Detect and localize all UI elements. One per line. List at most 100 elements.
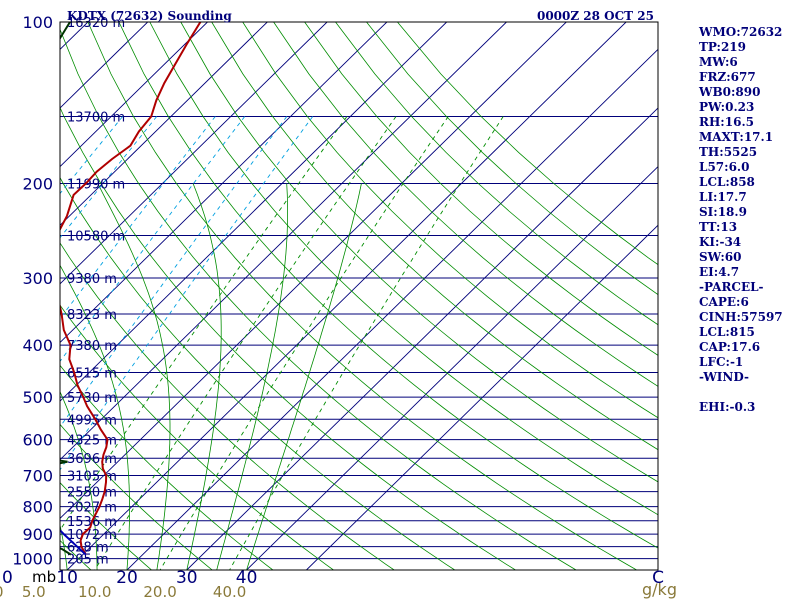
mixing-ratio-tick-label: 20.0 [143, 583, 176, 600]
height-label: 11990 m [67, 178, 125, 193]
isotherm-line [186, 107, 658, 570]
moist-adiabat-line [60, 264, 131, 570]
isotherm-line [126, 48, 658, 570]
pressure-tick-label: 200 [22, 175, 53, 194]
chart-title: KDTX (72632) Sounding [67, 9, 232, 23]
plot-frame [59, 21, 659, 571]
moist-adiabat-line [186, 183, 222, 570]
moist-adiabat-line [216, 183, 289, 570]
moist-adiabat-line [0, 184, 7, 571]
pressure-tick-label: 400 [22, 336, 53, 355]
index-line: -WIND- [699, 370, 749, 384]
height-labels: 16320 m 13700 m 11990 m 10580 m 9380 m 8323 m… [67, 16, 125, 568]
height-label: 13700 m [67, 110, 125, 125]
pressure-unit-label: mb [32, 568, 56, 586]
dry-adiabat-line [397, 22, 658, 266]
dry-adiabat-line [366, 22, 658, 296]
temperature-line [60, 22, 202, 556]
pressure-tick-labels: 100 200 300 400 500 600 700 800 900 1000 [12, 13, 53, 569]
pressure-tick-label: 300 [22, 269, 53, 288]
isotherm-line [0, 22, 28, 570]
index-line: LFC:-1 [699, 355, 743, 369]
index-line: -PARCEL- [699, 280, 764, 294]
pressure-tick-label: 100 [22, 13, 53, 32]
index-line: LCL:858 [699, 175, 755, 189]
dry-adiabat-line [211, 22, 658, 451]
dry-adiabat-line [242, 22, 658, 419]
grid-lines [0, 22, 658, 571]
dry-adiabat-line [60, 242, 395, 570]
height-label: 7380 m [67, 339, 117, 354]
pressure-tick-label: 1000 [12, 550, 53, 569]
chart-subtitle: 0000Z 28 OCT 25 [537, 9, 654, 23]
index-line: FRZ:677 [699, 70, 756, 84]
index-line: EI:4.7 [699, 265, 739, 279]
mixing-ratio-line [60, 116, 348, 531]
pressure-tick-label: 900 [22, 525, 53, 544]
mixing-ratio-line [60, 116, 246, 363]
index-line: WB0:890 [698, 85, 760, 99]
height-label: 5730 m [67, 391, 117, 406]
index-line: LCL:815 [699, 325, 755, 339]
height-label: 2550 m [67, 486, 117, 501]
mixing-ratio-line [60, 116, 288, 428]
height-label: 3696 m [67, 452, 117, 467]
isotherm-line [60, 22, 208, 168]
isotherm-line [60, 22, 567, 520]
height-label: 8323 m [67, 308, 117, 323]
height-label: 2027 m [67, 501, 117, 516]
isotherm-line [306, 224, 658, 570]
sounding-series [60, 22, 202, 556]
height-label: 628 m [67, 541, 109, 556]
temperature-tick-label: 10 [56, 568, 78, 588]
moist-adiabat-line [60, 390, 98, 570]
temperature-tick-labels: -50-40-30-20-10010203040C [2, 568, 664, 588]
dry-adiabat-line [273, 22, 658, 387]
dry-adiabat-line [118, 22, 658, 549]
temperature-tick-label: C [652, 568, 664, 588]
temperature-tick-label: 0 [2, 568, 13, 588]
moist-adiabat-line [60, 523, 68, 570]
isotherm-line [60, 22, 388, 344]
index-line: RH:16.5 [699, 115, 754, 129]
dry-adiabat-line [180, 22, 658, 483]
isotherm-line [66, 22, 627, 570]
index-line: L57:6.0 [699, 160, 749, 174]
index-line: CINH:57597 [699, 310, 783, 324]
height-label: 6515 m [67, 367, 117, 382]
mixing-ratio-tick-label: 3.0 [0, 583, 4, 600]
indices-panel: WMO:72632TP:219MW:6FRZ:677WB0:890PW:0.23… [698, 25, 783, 414]
dry-adiabat-line [60, 482, 152, 570]
dry-adiabat-line [304, 22, 658, 356]
mixing-ratio-line [229, 116, 504, 570]
height-label: 9380 m [67, 272, 117, 287]
dry-adiabat-line [60, 28, 577, 570]
temperature-tick-label: 30 [176, 568, 198, 588]
index-line: SW:60 [699, 250, 741, 264]
dry-adiabat-line [60, 364, 274, 570]
index-line: CAPE:6 [699, 295, 749, 309]
index-line: EHI:-0.3 [699, 400, 755, 414]
mixing-ratio-tick-labels: 0.10.20.61.02.03.05.010.020.040.0 [0, 583, 246, 600]
mixing-ratio-tick-label: 10.0 [78, 583, 111, 600]
temperature-tick-label: 40 [236, 568, 258, 588]
isotherm-line [246, 165, 658, 570]
height-label: 4995 m [67, 413, 117, 428]
moist-adiabat-line [97, 183, 171, 570]
pressure-tick-label: 600 [22, 431, 53, 450]
dry-adiabat-line [0, 22, 30, 570]
isotherm-line [60, 22, 268, 226]
index-line: LI:17.7 [699, 190, 747, 204]
mixing-ratio-unit-label: g/kg [642, 580, 677, 599]
height-label: 205 m [67, 553, 109, 568]
pressure-tick-label: 700 [22, 467, 53, 486]
dry-adiabat-line [60, 176, 456, 570]
dry-adiabat-line [60, 106, 516, 570]
mixing-ratio-tick-label: 5.0 [22, 583, 46, 600]
mixing-ratio-line [60, 116, 216, 320]
dry-adiabat-line [149, 22, 658, 516]
index-line: PW:0.23 [699, 100, 754, 114]
index-line: TT:13 [699, 220, 737, 234]
mixing-ratio-tick-label: 40.0 [213, 583, 246, 600]
